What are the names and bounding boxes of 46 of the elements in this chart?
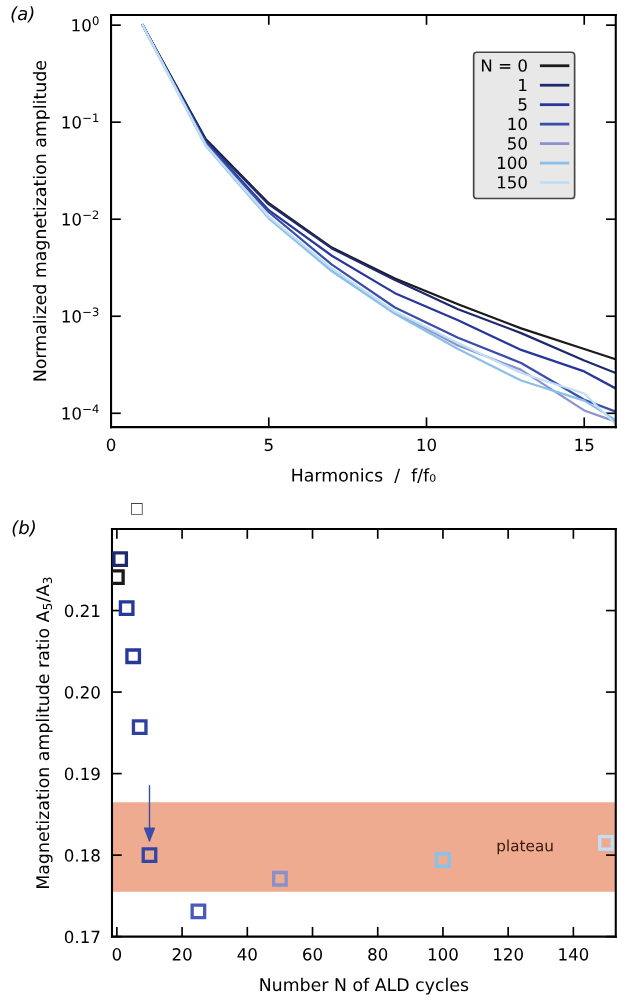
y-tick-label: 0.21 xyxy=(64,604,100,618)
legend-label: 10 xyxy=(508,117,527,131)
x-tick-label: 0 xyxy=(112,948,122,961)
y-tick-label: 0.19 xyxy=(64,767,100,781)
text: (a) xyxy=(11,6,34,23)
point xyxy=(131,719,148,736)
y-axis-title: Magnetization amplitude ratio A$_{5}$/A$_{3}$ xyxy=(35,577,53,888)
x-tick-label: 120 xyxy=(494,948,523,961)
point xyxy=(112,551,129,568)
point xyxy=(118,600,135,617)
x-tick-label: 0 xyxy=(106,438,116,452)
x-tick-label: 40 xyxy=(237,948,257,961)
point xyxy=(435,852,451,868)
x-tick-label: 100 xyxy=(428,948,458,961)
x-tick-label: 20 xyxy=(172,948,192,961)
x-tick-label: 80 xyxy=(368,948,388,961)
text: (b) xyxy=(12,520,35,537)
x-axis-title: Number N of ALD cycles xyxy=(260,977,469,995)
y-tick-label: 10$^{−1}$ xyxy=(62,113,99,129)
y-axis-title: Normalized magnetization amplitude xyxy=(32,60,50,381)
legend-label: N = 0 xyxy=(481,59,527,72)
point xyxy=(125,648,142,665)
point xyxy=(190,903,207,920)
y-tick-label: 10$^{0}$ xyxy=(72,16,99,32)
text: □ xyxy=(131,503,143,515)
legend-label: 150 xyxy=(497,175,527,189)
legend-label: 50 xyxy=(508,137,527,150)
y-tick-label: 0.18 xyxy=(64,849,100,862)
band-label: plateau xyxy=(497,839,553,855)
point xyxy=(271,870,288,887)
point xyxy=(598,834,614,851)
x-tick-label: 15 xyxy=(575,438,594,452)
y-tick-label: 0.17 xyxy=(64,930,100,944)
point xyxy=(141,847,158,864)
x-tick-label: 60 xyxy=(303,948,323,961)
y-tick-label: 0.20 xyxy=(64,686,100,699)
x-axis-title: Harmonics / f/f₀ xyxy=(292,468,436,484)
y-tick-label: 10$^{−3}$ xyxy=(62,307,99,323)
x-tick-label: 5 xyxy=(264,438,273,452)
y-tick-label: 10$^{−2}$ xyxy=(62,210,99,226)
x-tick-label: 140 xyxy=(559,948,589,961)
x-tick-label: 10 xyxy=(417,438,436,452)
y-tick-label: 10$^{−4}$ xyxy=(62,404,99,420)
legend-label: 5 xyxy=(518,98,527,111)
legend-label: 1 xyxy=(519,78,527,92)
legend-label: 100 xyxy=(497,156,527,170)
